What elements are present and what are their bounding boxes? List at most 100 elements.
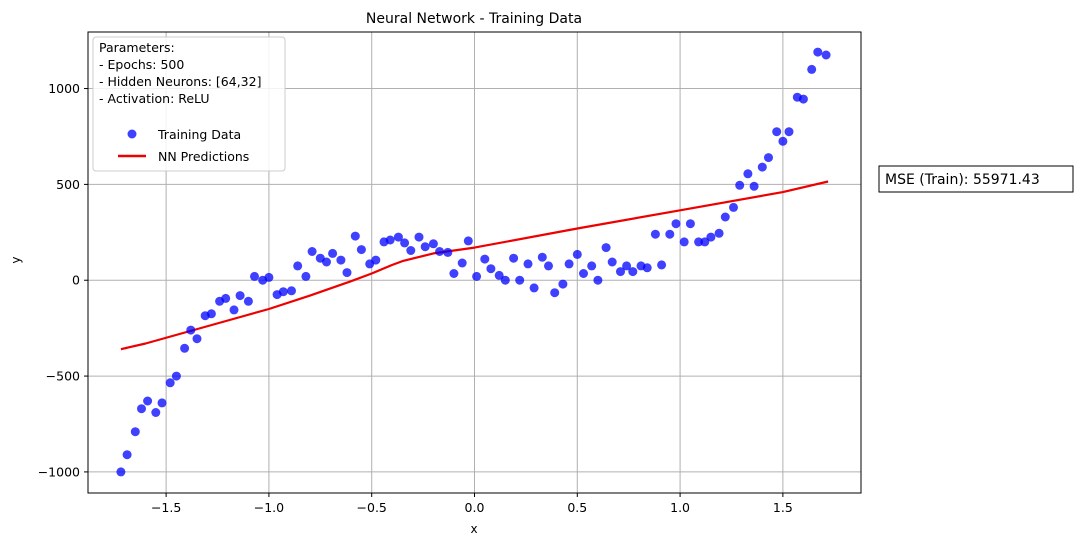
training-data-point [414, 232, 424, 242]
training-data-point [486, 264, 496, 274]
training-data-point [449, 269, 459, 278]
training-data-point [243, 296, 253, 306]
training-data-point [564, 259, 574, 269]
training-data-point [593, 275, 603, 285]
legend-marker-training-data [127, 129, 137, 139]
training-data-point [356, 245, 366, 255]
y-tick-label: 0 [72, 273, 80, 288]
training-data-point [250, 271, 259, 281]
training-data-point [186, 325, 196, 335]
training-data-point [798, 94, 808, 104]
training-data-point [143, 396, 153, 406]
training-data-point [206, 309, 216, 319]
training-data-point [137, 404, 146, 414]
training-data-point [264, 272, 274, 282]
y-axis-label: y [9, 256, 23, 263]
training-data-point [685, 219, 695, 229]
training-data-point [821, 50, 831, 60]
training-data-point [480, 254, 490, 264]
chart-title: Neural Network - Training Data [366, 11, 582, 27]
training-data-point [509, 253, 519, 263]
parameters-title: Parameters: [99, 40, 175, 55]
training-data-point [642, 263, 652, 273]
training-data-point [537, 252, 547, 262]
training-data-point [328, 248, 338, 258]
training-data-point [336, 255, 346, 265]
training-data-point [301, 271, 311, 281]
training-data-point [587, 261, 597, 271]
nn-predictions-path [120, 180, 829, 351]
training-data-point [679, 237, 689, 247]
training-data-point [813, 47, 823, 57]
training-data-point [342, 268, 352, 278]
y-tick-label: −1000 [38, 464, 80, 479]
training-data-point [764, 153, 773, 163]
training-data-point [400, 238, 410, 248]
training-data-point [700, 237, 710, 247]
x-tick-label: 0.5 [567, 500, 587, 515]
x-tick-label: −1.0 [254, 500, 284, 515]
training-data-point [671, 219, 681, 229]
x-tick-label: 1.5 [773, 500, 793, 515]
training-data-point [550, 288, 560, 298]
training-data-point [116, 467, 126, 477]
training-data-point [420, 242, 430, 252]
training-data-point [406, 246, 416, 255]
training-data-point [472, 271, 482, 281]
parameters-hidden-neurons: - Hidden Neurons: [64,32] [99, 74, 261, 89]
training-data-point [714, 228, 724, 238]
training-data-point [278, 287, 288, 297]
training-data-point [749, 181, 759, 191]
y-tick-label: −500 [46, 369, 80, 384]
training-data-point [463, 236, 473, 246]
training-data-point [650, 229, 660, 239]
training-data-point [735, 180, 745, 190]
training-data-point [515, 275, 525, 285]
training-data-point [544, 261, 553, 271]
training-data-point [322, 257, 331, 267]
training-data-point [157, 398, 167, 408]
training-data-point [706, 232, 716, 242]
training-data-point [743, 169, 753, 179]
training-data-point [572, 249, 582, 259]
training-data-point [235, 291, 245, 301]
x-axis-ticks: −1.5 −1.0 −0.5 0.0 0.5 1.0 1.5 [151, 493, 793, 515]
training-data-point [616, 267, 625, 277]
training-data-point [307, 247, 317, 256]
y-axis-ticks: −1000 −500 0 500 1000 [38, 81, 88, 479]
training-data-point [171, 371, 181, 381]
mse-label: MSE (Train): 55971.43 [885, 172, 1040, 188]
training-data-point [443, 247, 453, 257]
y-tick-label: 500 [56, 177, 80, 192]
legend-box [92, 36, 286, 172]
training-data-point [778, 136, 788, 146]
x-axis-label: x [470, 522, 477, 536]
training-data-point [165, 378, 175, 388]
nn-predictions-line [120, 180, 829, 351]
x-tick-label: −0.5 [357, 500, 387, 515]
training-data-point [192, 334, 202, 344]
training-data-point [523, 259, 533, 269]
training-data-point [657, 260, 667, 270]
training-data-point [601, 243, 611, 253]
training-data-point [628, 267, 638, 277]
y-tick-label: 1000 [48, 81, 80, 96]
training-data-point [500, 275, 510, 285]
training-data-point [221, 293, 231, 303]
training-data-point [393, 232, 403, 242]
training-data-point [457, 258, 467, 268]
training-data-point [579, 269, 588, 278]
training-data-point [151, 408, 161, 417]
training-data-point [180, 343, 190, 353]
training-data-point [293, 261, 303, 271]
training-data-point [694, 237, 704, 247]
training-data-point [130, 427, 140, 437]
training-data-points [116, 47, 831, 477]
training-data-point [772, 127, 782, 137]
x-tick-label: 0.0 [465, 500, 485, 515]
training-data-point [122, 450, 132, 460]
parameters-epochs: - Epochs: 500 [99, 57, 184, 72]
legend-label-training-data: Training Data [157, 127, 241, 142]
training-data-point [371, 255, 381, 265]
mse-box [878, 165, 1074, 193]
